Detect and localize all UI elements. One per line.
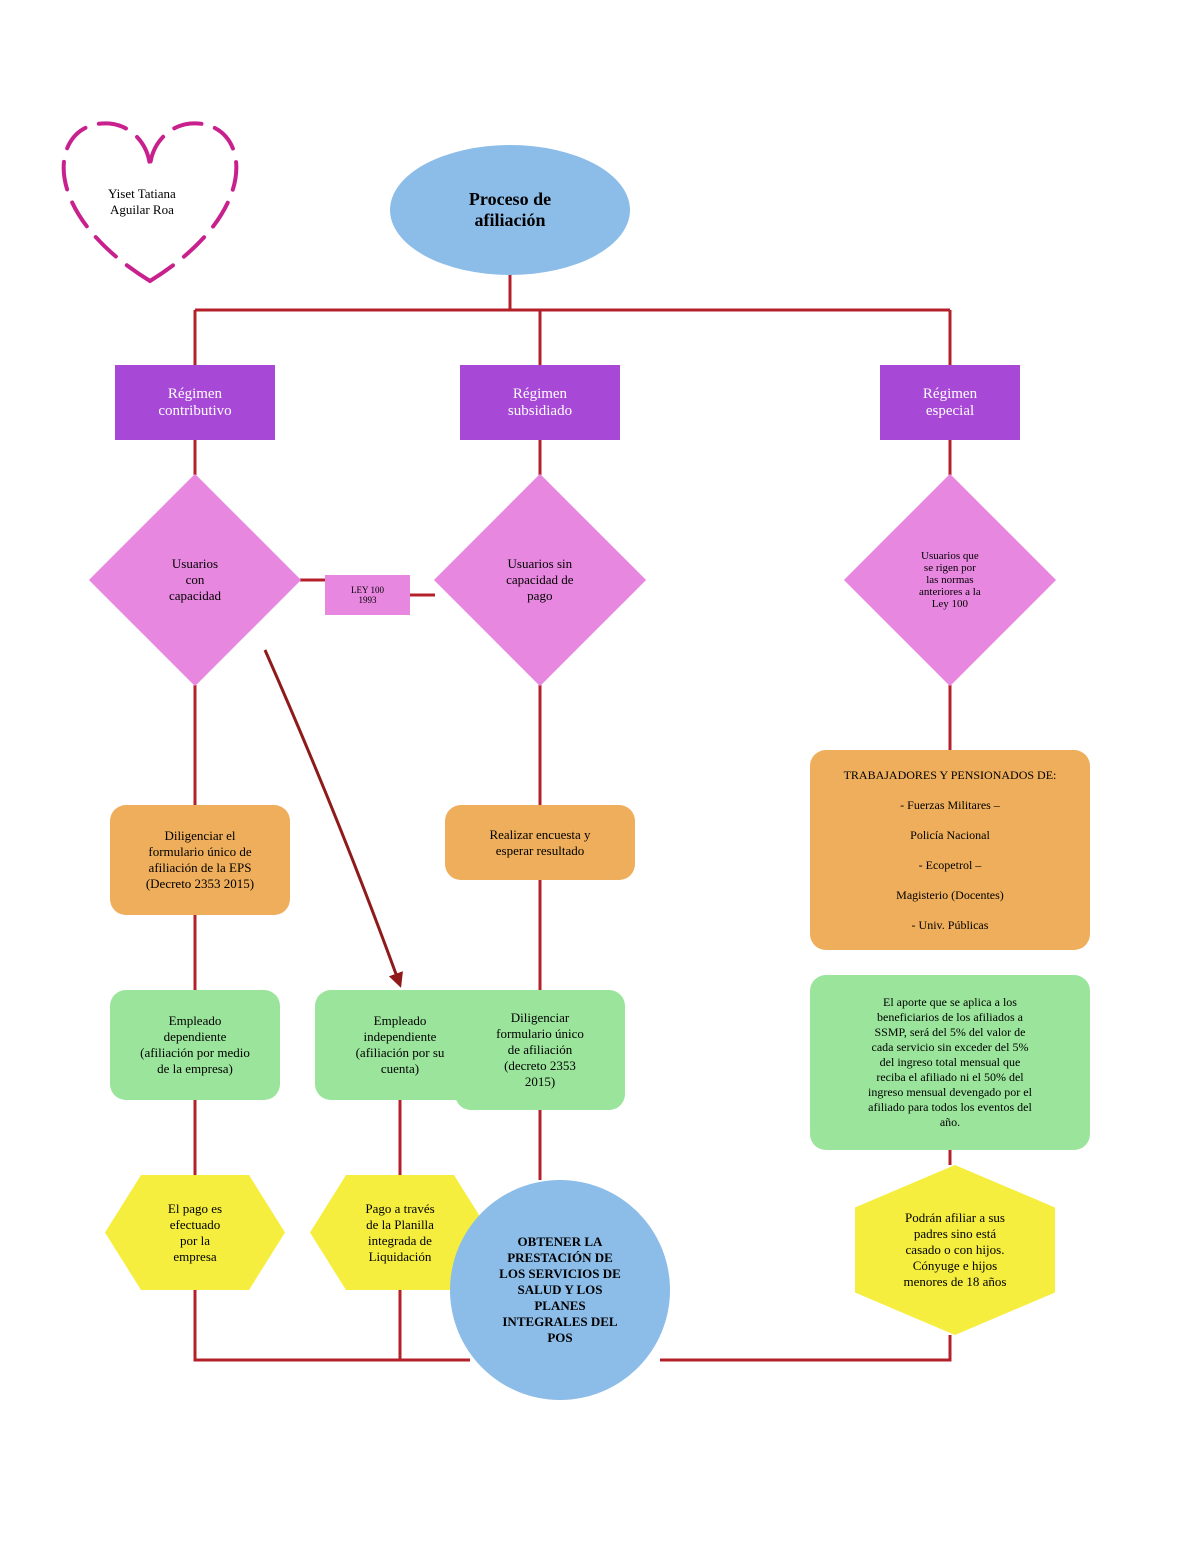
node-emp_dep-label: Empleado dependiente (afiliación por med… bbox=[132, 1007, 258, 1083]
node-pago_emp-label: El pago es efectuado por la empresa bbox=[160, 1195, 230, 1271]
node-reg_espec: Régimen especial bbox=[880, 365, 1020, 440]
node-pago_emp: El pago es efectuado por la empresa bbox=[105, 1175, 285, 1290]
node-reg_subsid: Régimen subsidiado bbox=[460, 365, 620, 440]
node-dilig_subsid: Diligenciar formulario único de afiliaci… bbox=[455, 990, 625, 1110]
node-encuesta-label: Realizar encuesta y esperar resultado bbox=[481, 821, 598, 865]
node-ley100: LEY 100 1993 bbox=[325, 575, 410, 615]
node-reg_contrib-label: Régimen contributivo bbox=[150, 380, 239, 426]
node-reg_espec-label: Régimen especial bbox=[915, 380, 985, 426]
node-reg_contrib: Régimen contributivo bbox=[115, 365, 275, 440]
connector bbox=[195, 1290, 470, 1360]
node-obtener-label: OBTENER LA PRESTACIÓN DE LOS SERVICIOS D… bbox=[491, 1228, 629, 1352]
node-reg_subsid-label: Régimen subsidiado bbox=[500, 380, 580, 426]
node-trabajadores: TRABAJADORES Y PENSIONADOS DE: - Fuerzas… bbox=[810, 750, 1090, 950]
node-encuesta: Realizar encuesta y esperar resultado bbox=[445, 805, 635, 880]
node-d_sin_cap: Usuarios sin capacidad de pago bbox=[434, 474, 646, 686]
node-afiliar_padres: Podrán afiliar a sus padres sino está ca… bbox=[855, 1165, 1055, 1335]
node-afiliar_padres-label: Podrán afiliar a sus padres sino está ca… bbox=[896, 1204, 1015, 1296]
node-diligenciar_eps-label: Diligenciar el formulario único de afili… bbox=[138, 822, 262, 898]
node-diligenciar_eps: Diligenciar el formulario único de afili… bbox=[110, 805, 290, 915]
node-d_espec: Usuarios que se rigen por las normas ant… bbox=[844, 474, 1056, 686]
node-aporte: El aporte que se aplica a los beneficiar… bbox=[810, 975, 1090, 1150]
node-aporte-label: El aporte que se aplica a los beneficiar… bbox=[860, 989, 1040, 1136]
node-trabajadores-label: TRABAJADORES Y PENSIONADOS DE: - Fuerzas… bbox=[836, 762, 1065, 939]
node-obtener: OBTENER LA PRESTACIÓN DE LOS SERVICIOS D… bbox=[450, 1180, 670, 1400]
node-emp_dep: Empleado dependiente (afiliación por med… bbox=[110, 990, 280, 1100]
node-d_espec-label: Usuarios que se rigen por las normas ant… bbox=[911, 544, 989, 616]
connector bbox=[660, 1335, 950, 1360]
node-d_con_cap: Usuarios con capacidad bbox=[89, 474, 301, 686]
node-d_con_cap-label: Usuarios con capacidad bbox=[161, 550, 229, 610]
node-root: Proceso de afiliación bbox=[390, 145, 630, 275]
node-dilig_subsid-label: Diligenciar formulario único de afiliaci… bbox=[488, 1004, 592, 1096]
node-emp_indep-label: Empleado independiente (afiliación por s… bbox=[348, 1007, 453, 1083]
node-root-label: Proceso de afiliación bbox=[461, 183, 559, 237]
author-name: Yiset Tatiana Aguilar Roa bbox=[108, 186, 176, 218]
node-ley100-label: LEY 100 1993 bbox=[343, 579, 392, 611]
node-d_sin_cap-label: Usuarios sin capacidad de pago bbox=[498, 550, 581, 610]
node-pago_planilla-label: Pago a través de la Planilla integrada d… bbox=[357, 1195, 442, 1271]
